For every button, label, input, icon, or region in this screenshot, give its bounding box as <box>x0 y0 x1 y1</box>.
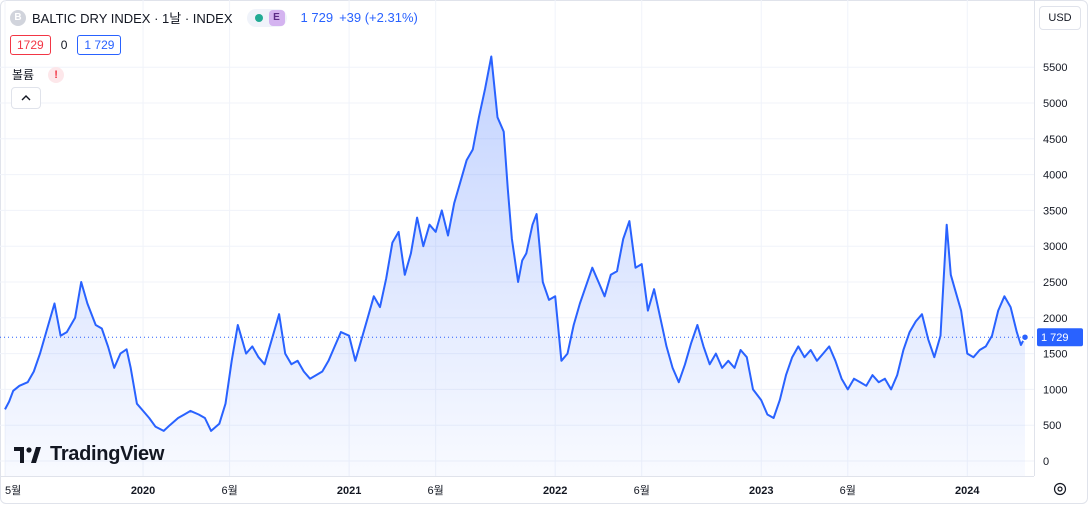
value-middle: 0 <box>60 38 68 52</box>
tradingview-logo[interactable]: TradingView <box>14 443 164 466</box>
time-tick-label: 6월 <box>428 484 444 497</box>
time-tick-label: 6월 <box>840 484 856 497</box>
chevron-up-icon <box>21 95 31 101</box>
symbol-logo-icon: B <box>10 9 26 26</box>
price-tag-bg <box>1037 328 1083 347</box>
series-line <box>4 55 1026 432</box>
price-tick-label: 1500 <box>1043 349 1067 361</box>
market-status-pill[interactable]: E <box>246 8 287 27</box>
tradingview-logo-icon <box>14 446 41 463</box>
volume-indicator[interactable]: 볼륨 ! <box>12 66 65 83</box>
price-tick-label: 2000 <box>1043 313 1067 325</box>
price-tick-label: 5500 <box>1043 62 1067 74</box>
symbol-title[interactable]: BALTIC DRY INDEX · 1날 · INDEX <box>32 11 233 26</box>
price-axis-labels: 0 500 1000 1500 2000 2500 3000 3500 4000 4500 5000… <box>1037 62 1083 468</box>
currency-button[interactable]: USD <box>1039 6 1081 30</box>
price-tick-label: 3000 <box>1043 241 1067 253</box>
ohl-values: 1729 0 1 729 <box>10 35 122 55</box>
price-tick-label: 500 <box>1043 420 1061 432</box>
time-tick-label: 2021 <box>337 485 361 497</box>
market-open-dot-icon <box>254 13 263 22</box>
price-tick-label: 1000 <box>1043 384 1067 396</box>
time-tick-label: 2020 <box>131 485 155 497</box>
time-tick-label: 6월 <box>221 484 237 497</box>
exchange-badge: E <box>268 9 285 26</box>
time-tick-label: 5월 <box>5 484 21 497</box>
time-tick-label: 2024 <box>955 485 980 497</box>
price-tag-label: 1 729 <box>1041 332 1069 344</box>
price-tick-label: 0 <box>1043 456 1049 468</box>
price-change: +39 (+2.31%) <box>339 10 418 25</box>
settings-gear-icon[interactable] <box>1034 476 1086 502</box>
price-tick-label: 5000 <box>1043 98 1067 110</box>
plot-area[interactable] <box>0 0 1034 476</box>
logo-text: TradingView <box>50 443 165 465</box>
time-axis[interactable]: 5월 2020 6월 2021 6월 2022 6월 2023 6월 2024 <box>0 476 1034 503</box>
time-axis-labels: 5월 2020 6월 2021 6월 2022 6월 2023 6월 2024 <box>5 484 980 497</box>
gear-icon <box>1053 482 1067 496</box>
symbol-legend: B BALTIC DRY INDEX · 1날 · INDEX E 1 729 … <box>10 8 418 27</box>
last-price: 1 729 <box>300 10 334 25</box>
price-tick-label: 2500 <box>1043 277 1067 289</box>
collapse-legend-button[interactable] <box>11 87 41 109</box>
price-chart[interactable] <box>0 0 1034 476</box>
value-box-red: 1729 <box>10 35 51 55</box>
value-box-blue: 1 729 <box>77 35 122 55</box>
price-tick-label: 4500 <box>1043 134 1067 146</box>
time-tick-label: 2022 <box>543 485 567 497</box>
price-tick-label: 3500 <box>1043 205 1067 217</box>
price-axis[interactable]: 0 500 1000 1500 2000 2500 3000 3500 4000 4500 5000… <box>1034 0 1087 476</box>
volume-label: 볼륨 <box>12 68 35 82</box>
time-tick-label: 2023 <box>749 485 773 497</box>
last-price-marker <box>1020 332 1030 342</box>
warning-icon[interactable]: ! <box>48 66 65 83</box>
time-tick-label: 6월 <box>634 484 650 497</box>
price-tick-label: 4000 <box>1043 170 1067 182</box>
